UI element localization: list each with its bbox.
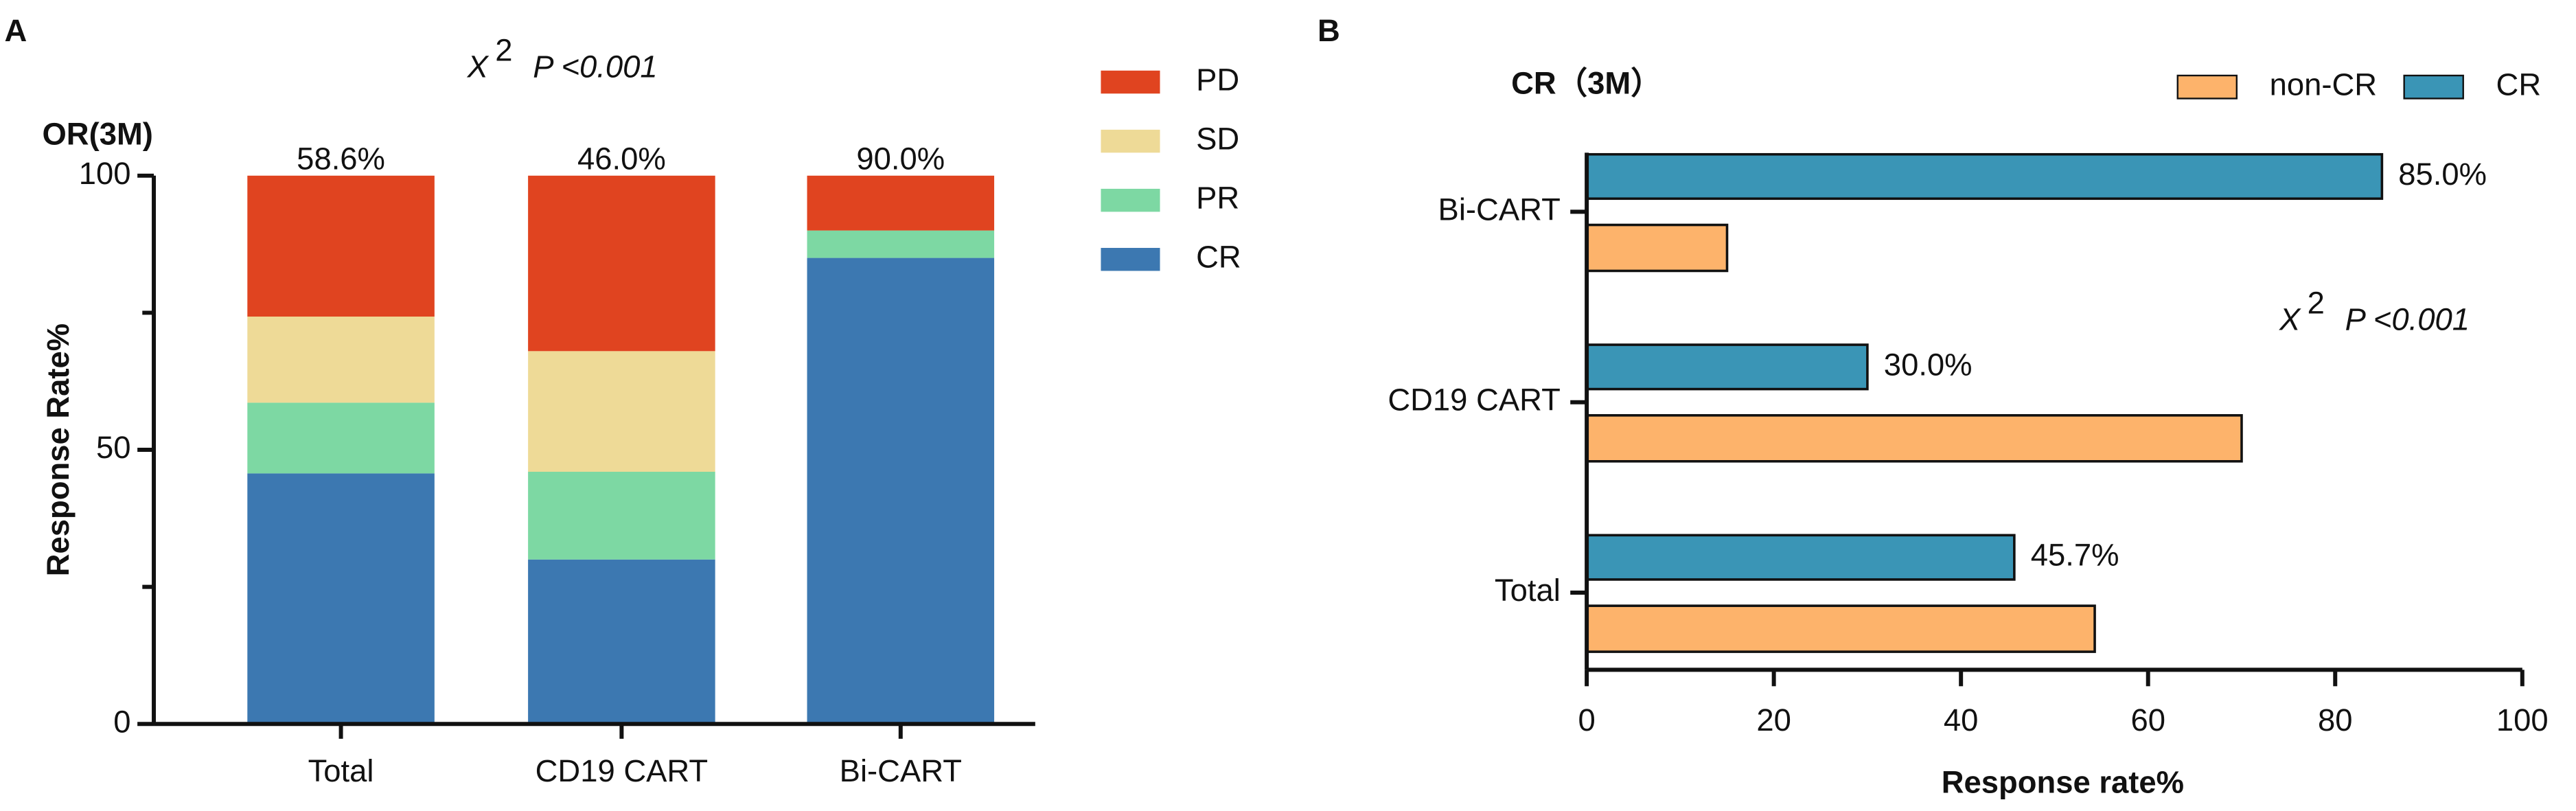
x-tick-label: 100 xyxy=(2496,703,2549,738)
legend-swatch xyxy=(1101,247,1160,271)
legend-label: non-CR xyxy=(2270,67,2377,102)
bar xyxy=(1585,534,2016,581)
y-tick-label: Bi-CART xyxy=(1438,192,1561,227)
x-tick-label: CD19 CART xyxy=(536,753,709,788)
legend-swatch xyxy=(1101,70,1160,94)
y-tick-label: 100 xyxy=(79,156,131,191)
legend-swatch xyxy=(2403,74,2464,100)
value-label: 30.0% xyxy=(1884,347,1973,382)
annotation-sup: 2 xyxy=(495,33,512,68)
panel-letter: B xyxy=(1318,13,1340,48)
legend-label: PD xyxy=(1196,62,1239,98)
value-label: 45.7% xyxy=(2031,538,2119,573)
x-tick-label: 60 xyxy=(2130,703,2165,738)
bar-segment xyxy=(807,230,995,258)
y-axis-label: Response Rate% xyxy=(41,323,76,576)
bar xyxy=(1585,343,1869,391)
x-tick-label: 20 xyxy=(1756,703,1791,738)
legend-label: PR xyxy=(1196,181,1239,216)
y-tick-label: 50 xyxy=(96,430,131,465)
legend-label: SD xyxy=(1196,122,1239,157)
bar-segment xyxy=(528,175,715,352)
bar-segment xyxy=(247,402,435,474)
bar-segment xyxy=(247,473,435,724)
legend-swatch xyxy=(2176,74,2238,100)
y-tick-label: 0 xyxy=(113,704,130,739)
legend-swatch xyxy=(1101,129,1160,153)
x-axis-label: Response rate% xyxy=(1942,765,2184,800)
y-tick-label: Total xyxy=(1495,573,1561,608)
bar-segment xyxy=(528,559,715,724)
annotation-symbol: X xyxy=(2279,302,2301,337)
bar-segment xyxy=(247,317,435,403)
top-label: 90.0% xyxy=(856,141,945,176)
x-tick-label: 40 xyxy=(1944,703,1979,738)
chart-title: CR（3M） xyxy=(1511,65,1661,100)
bar xyxy=(1585,414,2243,463)
x-tick-label: 0 xyxy=(1578,703,1595,738)
bar xyxy=(1585,152,2384,201)
x-tick-label: Total xyxy=(308,753,374,788)
subtitle: OR(3M) xyxy=(42,116,152,151)
annotation-text: P <0.001 xyxy=(533,49,657,84)
bar-segment xyxy=(807,175,995,231)
annotation-sup: 2 xyxy=(2308,286,2325,321)
top-label: 46.0% xyxy=(577,141,666,176)
legend-label: CR xyxy=(1196,240,1241,275)
legend-label: CR xyxy=(2496,67,2542,102)
legend-swatch xyxy=(1101,188,1160,212)
y-tick-label: CD19 CART xyxy=(1388,382,1561,418)
bar xyxy=(1585,604,2096,653)
bar xyxy=(1585,223,1729,273)
top-label: 58.6% xyxy=(297,141,385,176)
value-label: 85.0% xyxy=(2398,157,2487,192)
panel-letter: A xyxy=(4,13,27,48)
bar-segment xyxy=(528,471,715,560)
bar-segment xyxy=(247,175,435,317)
bar-segment xyxy=(528,351,715,472)
x-tick-label: 80 xyxy=(2318,703,2353,738)
annotation-symbol: X xyxy=(467,49,490,84)
x-tick-label: Bi-CART xyxy=(840,753,962,788)
annotation-text: P <0.001 xyxy=(2345,302,2470,337)
bar-segment xyxy=(807,258,995,724)
